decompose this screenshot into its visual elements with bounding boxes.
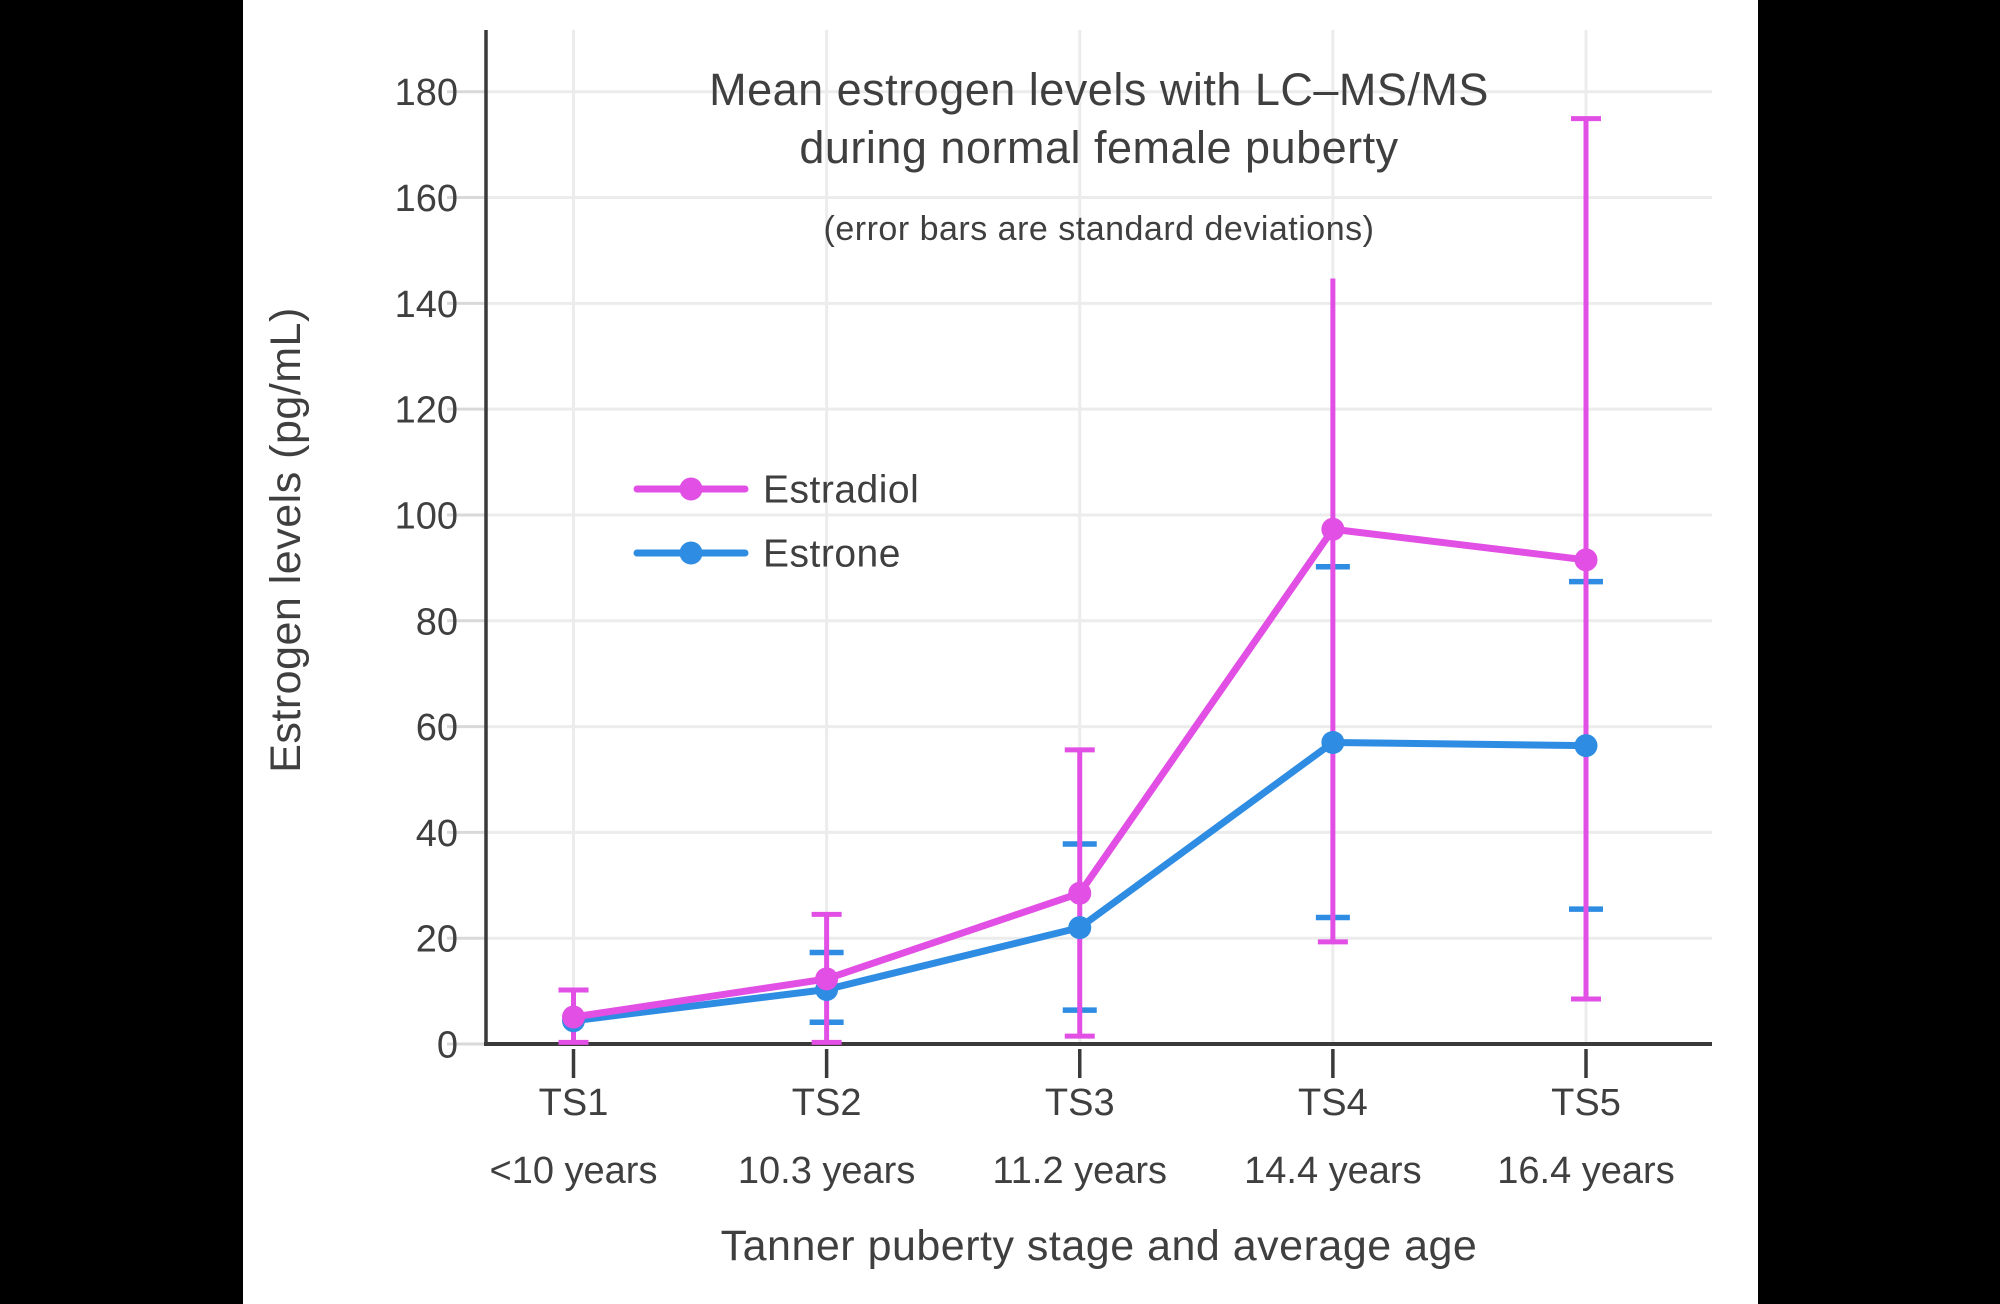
y-tick-label-140: 140 <box>395 284 458 326</box>
x-tick-stage-ts3: TS3 <box>1045 1082 1115 1124</box>
chart-subtitle: (error bars are standard deviations) <box>824 210 1375 248</box>
legend-item-estrone: Estrone <box>633 533 901 576</box>
x-tick-age-ts2: 10.3 years <box>738 1150 915 1192</box>
x-tick-stage-ts2: TS2 <box>792 1082 862 1124</box>
y-tick-label-120: 120 <box>395 390 458 432</box>
y-tick-label-20: 20 <box>416 919 458 961</box>
legend-label-estrone: Estrone <box>763 533 901 576</box>
x-tick-age-ts5: 16.4 years <box>1497 1150 1674 1192</box>
y-tick-label-0: 0 <box>437 1025 458 1067</box>
x-axis-title: Tanner puberty stage and average age <box>721 1222 1478 1270</box>
series-estradiol <box>562 517 1598 1029</box>
y-tick-label-40: 40 <box>416 813 458 855</box>
estradiol-point-ts5 <box>1574 548 1598 572</box>
estrone-point-ts3 <box>1068 916 1092 940</box>
legend-marker-estrone <box>679 541 703 565</box>
x-tick-age-ts3: 11.2 years <box>992 1150 1167 1192</box>
y-axis-title: Estrogen levels (pg/mL) <box>262 307 310 773</box>
y-tick-label-60: 60 <box>416 707 458 749</box>
estrone-point-ts4 <box>1321 730 1345 754</box>
x-tick-age-ts4: 14.4 years <box>1244 1150 1421 1192</box>
y-tick-label-180: 180 <box>395 72 458 114</box>
estradiol-point-ts2 <box>815 967 839 991</box>
estradiol-point-ts4 <box>1321 517 1345 541</box>
labels: Mean estrogen levels with LC–MS/MS during… <box>262 64 1675 1270</box>
chart-canvas <box>243 0 1758 1304</box>
legend-label-estradiol: Estradiol <box>763 469 919 512</box>
y-tick-label-80: 80 <box>416 601 458 643</box>
estradiol-point-ts3 <box>1068 881 1092 905</box>
y-tick-label-160: 160 <box>395 178 458 220</box>
estrone-point-ts5 <box>1574 734 1598 758</box>
chart-title-line1: Mean estrogen levels with LC–MS/MS <box>709 64 1489 115</box>
x-tick-stage-ts5: TS5 <box>1551 1082 1621 1124</box>
legend-marker-estradiol <box>679 477 703 501</box>
chart-title-line2: during normal female puberty <box>799 122 1398 173</box>
legend: Estradiol Estrone <box>633 469 919 576</box>
x-tick-stage-ts4: TS4 <box>1298 1082 1368 1124</box>
axes <box>447 30 1712 1078</box>
x-tick-age-ts1: <10 years <box>490 1150 658 1192</box>
x-tick-stage-ts1: TS1 <box>539 1082 609 1124</box>
y-tick-label-100: 100 <box>395 495 458 537</box>
estradiol-point-ts1 <box>562 1005 585 1029</box>
legend-item-estradiol: Estradiol <box>633 469 919 512</box>
